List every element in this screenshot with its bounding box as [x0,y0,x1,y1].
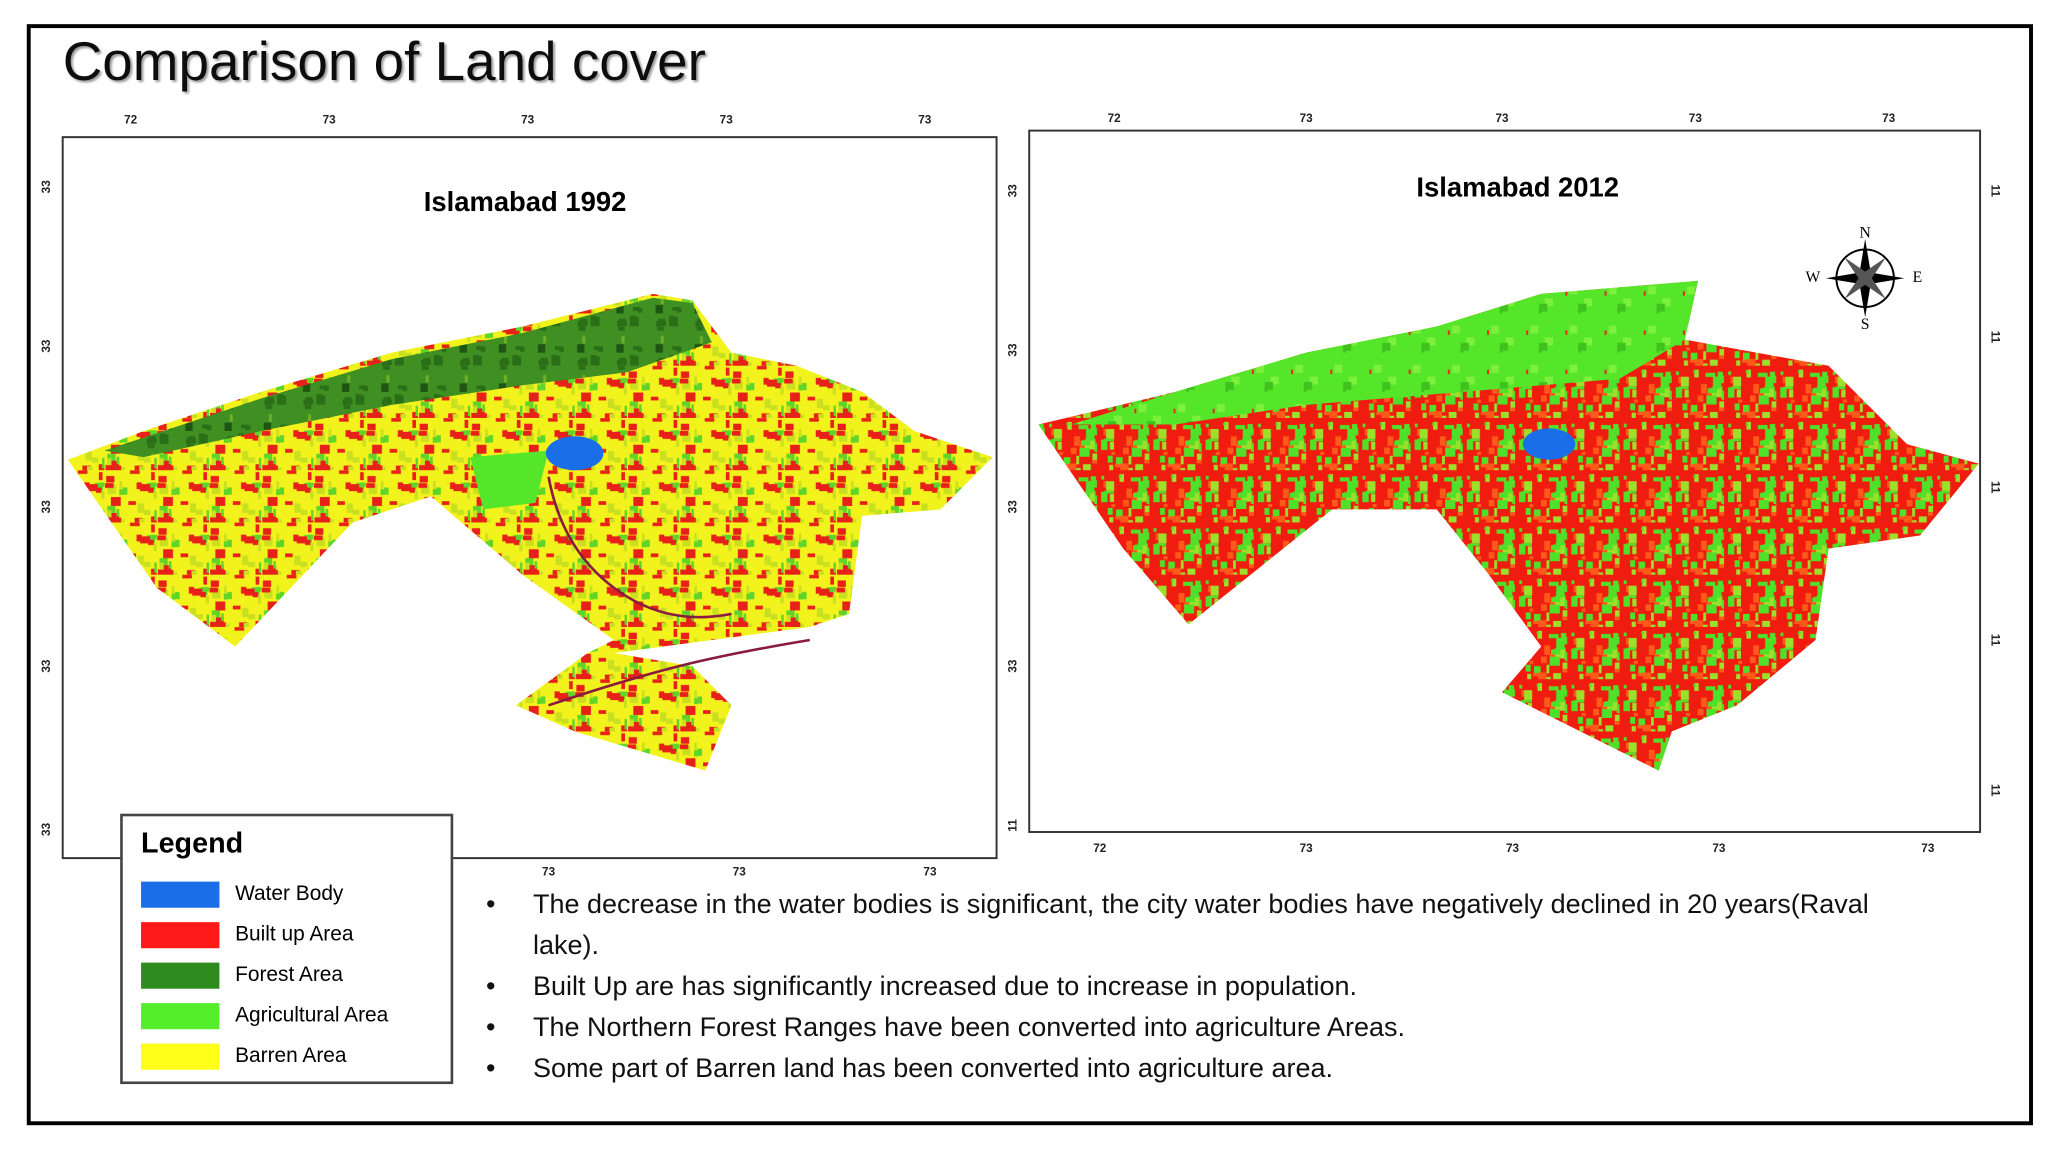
compass-letter: S [1861,316,1870,333]
top-coordinate-label: 73 [720,113,734,126]
top-coordinate-label: 73 [1496,112,1510,125]
bullet-item: The decrease in the water bodies is sign… [480,884,1920,966]
legend-swatch [141,1043,220,1070]
legend: Legend Water Body Built up Area Forest Are… [120,813,454,1085]
right-coordinate-label: 11 [1988,481,2001,494]
right-coordinate-label: 11 [1988,784,2001,797]
bottom-coordinate-label: 73 [1506,842,1520,855]
agri-band [1071,280,1698,425]
compass-letter: N [1859,224,1870,241]
top-coordinate-label: 72 [124,113,138,126]
map-title: Islamabad 1992 [424,186,627,217]
top-coordinate-label: 73 [1689,112,1703,125]
bottom-coordinate-label: 73 [1921,842,1935,855]
bottom-coordinate-label: 73 [542,866,556,879]
left-coordinate-label: 33 [40,822,53,836]
legend-box [120,813,454,1085]
right-coordinate-label: 11 [1988,634,2001,647]
legend-swatch [141,881,220,908]
slide-title: Comparison of Land cover [63,30,706,92]
lake [1522,428,1576,460]
legend-swatch [141,1003,220,1030]
river [547,476,811,707]
map-2012: Islamabad 2012 N E S W 72 73 73 73 73 72 73 73 73 73… [1007,112,2002,855]
legend-label: Built up Area [235,923,354,946]
legend-label: Water Body [235,882,344,905]
legend-title: Legend [141,828,243,860]
left-coordinate-label: 33 [40,339,53,353]
top-coordinate-label: 72 [1108,112,1122,125]
left-coordinate-label: 33 [1007,184,1020,198]
left-coordinate-label: 33 [40,500,53,514]
map-1992: Islamabad 1992 72 73 73 73 73 73 73 73 33 33 33 33 3… [40,113,998,879]
forest-band [104,297,712,458]
legend-swatch [141,922,220,949]
left-coordinate-label: 33 [1007,343,1020,357]
left-coordinate-label: 11 [1007,819,1020,832]
legend-label: Agricultural Area [235,1004,389,1027]
bottom-coordinate-label: 72 [1093,842,1107,855]
compass-letter: E [1913,269,1923,286]
bullet-item: The Northern Forest Ranges have been con… [480,1007,1920,1048]
bottom-coordinate-label: 73 [1300,842,1314,855]
lake [545,436,604,471]
left-coordinate-label: 33 [40,180,53,194]
bottom-coordinate-label: 73 [733,866,747,879]
top-coordinate-label: 73 [1300,112,1314,125]
bottom-coordinate-label: 73 [1712,842,1726,855]
bottom-coordinate-label: 73 [923,866,937,879]
bullet-item: Built Up are has significantly increased… [480,966,1920,1007]
top-coordinate-label: 73 [1882,112,1896,125]
compass-letter: W [1806,269,1821,286]
compass: N E S W [1806,224,1923,332]
legend-label: Barren Area [235,1044,347,1067]
left-coordinate-label: 33 [40,659,53,673]
right-coordinate-label: 11 [1988,331,2001,344]
map-title: Islamabad 2012 [1416,172,1619,203]
top-coordinate-label: 73 [323,113,337,126]
left-coordinate-label: 33 [1007,500,1020,514]
legend-swatch [141,962,220,989]
bullet-item: Some part of Barren land has been conver… [480,1048,1920,1089]
bullet-list: The decrease in the water bodies is sign… [480,884,1920,1089]
legend-label: Forest Area [235,963,343,986]
top-coordinate-label: 73 [521,113,535,126]
top-coordinate-label: 73 [918,113,932,126]
left-coordinate-label: 33 [1007,659,1020,673]
right-coordinate-label: 11 [1988,184,2001,197]
agri-patch [470,450,549,510]
